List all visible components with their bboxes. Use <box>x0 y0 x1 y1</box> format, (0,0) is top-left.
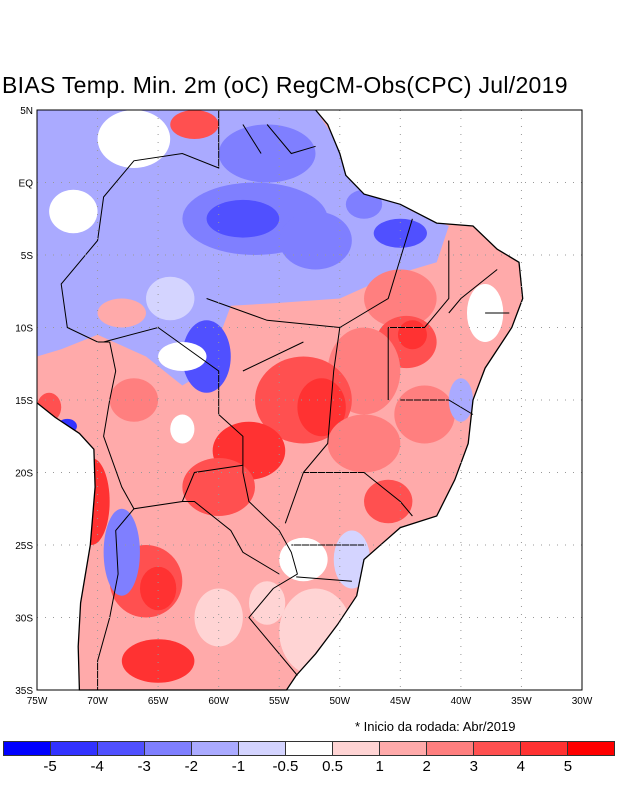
colorbar-swatch <box>192 742 239 755</box>
field-patch <box>279 211 352 270</box>
colorbar-swatch <box>380 742 427 755</box>
lon-label: 45W <box>390 696 411 707</box>
colorbar-label: -1 <box>231 758 246 775</box>
border-line <box>242 341 304 372</box>
border-line <box>303 472 413 517</box>
field-patch <box>37 392 62 422</box>
border-line <box>60 110 220 343</box>
country-state-borders <box>60 110 510 690</box>
colorbar-swatch <box>4 742 51 755</box>
field-patch <box>364 479 413 524</box>
border-line <box>182 501 280 575</box>
coastline <box>36 109 524 691</box>
field-patch <box>206 199 280 238</box>
lon-label: 65W <box>148 696 169 707</box>
lon-label: 30W <box>572 696 593 707</box>
border-line <box>242 124 262 154</box>
border-line <box>400 399 474 415</box>
lat-label: EQ <box>19 179 34 190</box>
field-patch <box>121 639 195 683</box>
field-patch <box>327 414 401 473</box>
border-line <box>103 341 243 510</box>
field-patch <box>279 588 352 676</box>
border-line <box>448 269 498 314</box>
colorbar-swatch <box>286 742 333 755</box>
colorbar-label: -2 <box>184 758 198 775</box>
border-line <box>296 576 352 582</box>
field-patch <box>412 443 461 502</box>
lat-label: 15S <box>15 396 33 407</box>
grid-lines <box>37 110 582 690</box>
colorbar-swatch <box>568 742 614 755</box>
border-line <box>303 327 341 473</box>
border-line <box>103 326 298 676</box>
colorbar-swatch <box>427 742 474 755</box>
field-patch <box>97 110 171 168</box>
field-patch <box>158 342 207 371</box>
border-line <box>339 218 413 328</box>
lat-label: 5N <box>20 106 33 117</box>
field-patch <box>373 218 427 248</box>
field-patch <box>170 414 195 444</box>
colorbar-label: -5 <box>43 758 57 775</box>
colorbar-swatch <box>51 742 98 755</box>
lon-label: 40W <box>451 696 472 707</box>
border-line <box>266 124 316 155</box>
lat-label: 20S <box>15 469 33 480</box>
map-title: BIAS Temp. Min. 2m (oC) RegCM-Obs(CPC) J… <box>0 72 618 99</box>
colorbar-swatch <box>98 742 145 755</box>
lon-label: 35W <box>511 696 532 707</box>
lat-label: 35S <box>15 686 33 697</box>
field-patch <box>279 537 328 582</box>
border-line <box>284 472 304 524</box>
colorbar-swatch <box>521 742 568 755</box>
colorbar-swatch <box>145 742 192 755</box>
field-patch <box>146 276 195 321</box>
lat-label: 5S <box>21 251 34 262</box>
field-patch <box>218 124 316 183</box>
colorbar-swatch <box>474 742 521 755</box>
colorbar-label: -3 <box>137 758 151 775</box>
field-patch <box>97 298 146 328</box>
field-patch <box>49 189 98 234</box>
colorbar-swatch <box>239 742 286 755</box>
lon-label: 60W <box>208 696 229 707</box>
colorbar <box>3 741 615 756</box>
colorbar-swatch <box>333 742 380 755</box>
lat-label: 10S <box>15 324 33 335</box>
field-patch <box>103 508 140 596</box>
field-patch <box>139 566 177 611</box>
lon-label: 50W <box>329 696 350 707</box>
lon-label: 55W <box>269 696 290 707</box>
colorbar-label: 0.5 <box>322 758 343 775</box>
field-patch <box>297 378 346 437</box>
lon-label: 70W <box>87 696 108 707</box>
lon-label: 75W <box>27 696 48 707</box>
field-patch <box>170 110 219 139</box>
border-line <box>206 298 340 328</box>
field-patch <box>364 269 437 328</box>
map-frame <box>36 109 583 691</box>
colorbar-label: 2 <box>422 758 431 775</box>
colorbar-label: 4 <box>516 758 526 775</box>
field-patch <box>394 385 455 444</box>
colorbar-label: 1 <box>375 758 384 775</box>
colorbar-label: -0.5 <box>272 758 299 775</box>
field-patch <box>397 320 427 350</box>
lat-label: 25S <box>15 541 33 552</box>
colorbar-label: 5 <box>563 758 573 775</box>
title-text: BIAS Temp. Min. 2m (oC) RegCM-Obs(CPC) J… <box>2 72 568 98</box>
field-patch <box>248 581 286 625</box>
colorbar-label: 3 <box>469 758 478 775</box>
border-line <box>97 508 135 690</box>
border-line <box>388 240 450 328</box>
field-patch <box>194 588 243 647</box>
lat-label: 30S <box>15 614 33 625</box>
run-start-note: * Inicio da rodada: Abr/2019 <box>355 719 516 734</box>
colorbar-label: -4 <box>90 758 104 775</box>
